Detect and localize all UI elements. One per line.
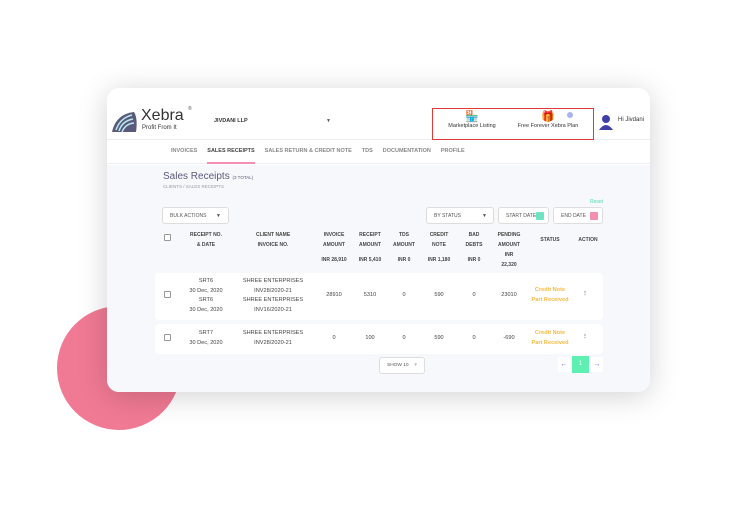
page-title: Sales Receipts: [163, 171, 230, 182]
calendar-icon: [536, 212, 544, 220]
marketplace-label: Marketplace Listing: [448, 123, 496, 129]
registered-mark: ®: [188, 106, 192, 112]
total-bad-debts: INR 0: [467, 257, 481, 263]
header: Xebra ® Profit From It JIVDANI LLP ▼ 🏪 M…: [107, 88, 650, 140]
breadcrumb[interactable]: CLIENTS / SALES RECEIPTS: [163, 184, 225, 189]
table-row[interactable]: SRT7 30 Dec, 2020 SHREE ENTERPRISES INV28/…: [155, 324, 603, 354]
zebra-logo-icon: [112, 112, 137, 133]
col-action: ACTION: [578, 237, 598, 243]
row-checkbox[interactable]: [164, 291, 171, 298]
store-icon: 🏪: [465, 111, 479, 123]
start-date-input[interactable]: START DATE: [498, 207, 549, 224]
gift-icon: 🎁: [541, 111, 555, 123]
chevron-down-icon[interactable]: ▼: [326, 118, 331, 124]
promo-highlight: [432, 108, 594, 140]
info-icon[interactable]: [567, 112, 573, 118]
total-pending: INR 22,320: [501, 252, 517, 268]
tab-sales-receipts[interactable]: SALES RECEIPTS: [207, 140, 255, 164]
tab-invoices[interactable]: INVOICES: [171, 148, 198, 154]
col-status: STATUS: [540, 237, 560, 243]
main-content: Sales Receipts (3 TOTAL) CLIENTS / SALES…: [107, 165, 650, 392]
tab-documentation[interactable]: DOCUMENTATION: [382, 148, 431, 154]
more-vert-icon[interactable]: ⋮: [582, 291, 588, 297]
page-size-select[interactable]: SHOW 10 ▼: [379, 357, 425, 374]
total-invoice: INR 28,910: [321, 257, 347, 263]
prev-page-icon[interactable]: ←: [558, 357, 570, 372]
app-window: Xebra ® Profit From It JIVDANI LLP ▼ 🏪 M…: [107, 88, 650, 392]
status-filter[interactable]: BY STATUS ▼: [426, 207, 494, 224]
total-tds: INR 0: [397, 257, 411, 263]
logo-tagline: Profit From It: [142, 125, 177, 131]
plan-label: Free Forever Xebra Plan: [517, 123, 579, 129]
marketplace-button[interactable]: 🏪 Marketplace Listing: [442, 108, 502, 129]
tab-bar: INVOICES SALES RECEIPTS SALES RETURN & C…: [107, 140, 650, 164]
plan-button[interactable]: 🎁 Free Forever Xebra Plan: [512, 108, 584, 129]
reset-link[interactable]: Reset: [590, 199, 604, 205]
total-receipt: INR 5,410: [358, 257, 382, 263]
company-select[interactable]: JIVDANI LLP: [214, 118, 248, 124]
col-invoice-amount: INVOICE AMOUNT: [323, 232, 345, 248]
end-date-input[interactable]: END DATE: [553, 207, 603, 224]
col-receipt-amount: RECEIPT AMOUNT: [359, 232, 381, 248]
page-1-button[interactable]: 1: [572, 356, 589, 373]
table-row[interactable]: SRT6 30 Dec, 2020 SRT6 30 Dec, 2020 SHREE E…: [155, 273, 603, 320]
status-badge: Credit Note Part Received: [531, 287, 569, 303]
tab-tds[interactable]: TDS: [361, 148, 373, 154]
tab-profile[interactable]: PROFILE: [440, 148, 465, 154]
select-all-checkbox[interactable]: [164, 234, 171, 241]
more-vert-icon[interactable]: ⋮: [582, 334, 588, 340]
col-receipt: RECEIPT NO. & DATE: [190, 232, 222, 248]
col-tds-amount: TDS AMOUNT: [393, 232, 415, 248]
total-credit: INR 1,180: [427, 257, 451, 263]
greeting: Hi Jivdani: [618, 117, 645, 123]
status-badge: Credit Note Part Received: [531, 330, 569, 346]
total-count: (3 TOTAL): [232, 175, 254, 180]
user-avatar-icon[interactable]: [599, 114, 613, 130]
row-checkbox[interactable]: [164, 334, 171, 341]
calendar-icon: [590, 212, 598, 220]
tab-sales-return[interactable]: SALES RETURN & CREDIT NOTE: [264, 148, 352, 154]
col-bad-debts: BAD DEBTS: [465, 232, 483, 248]
logo-name: Xebra: [141, 107, 184, 124]
next-page-icon[interactable]: →: [591, 357, 603, 372]
bulk-actions-dropdown[interactable]: BULK ACTIONS ▼: [162, 207, 229, 224]
col-credit-note: CREDIT NOTE: [429, 232, 449, 248]
col-pending: PENDING AMOUNT: [497, 232, 521, 248]
col-client: CLIENT NAME INVOICE NO.: [256, 232, 291, 248]
